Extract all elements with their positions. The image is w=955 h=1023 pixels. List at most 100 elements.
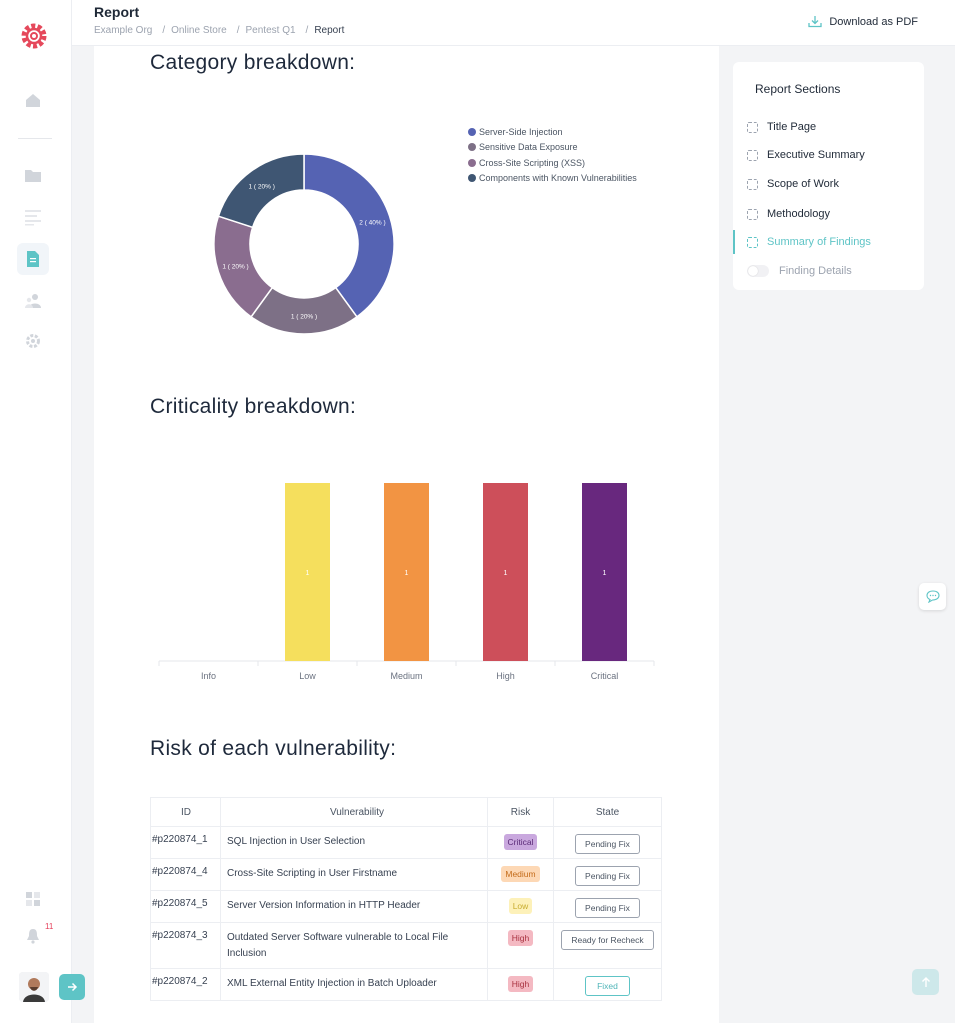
- breadcrumb: Example Org / Online Store / Pentest Q1 …: [94, 25, 344, 36]
- donut-slice-label: 1 ( 20% ): [291, 314, 317, 321]
- finding-id: #p220874_2: [150, 968, 221, 1001]
- finding-name[interactable]: SQL Injection in User Selection: [220, 826, 488, 859]
- breadcrumb-separator: /: [305, 25, 309, 36]
- risk-badge: Medium: [501, 866, 540, 882]
- sidebar-divider: [18, 138, 52, 139]
- breadcrumb-project[interactable]: Online Store: [171, 25, 227, 36]
- users-icon[interactable]: [20, 288, 46, 314]
- bar[interactable]: [285, 483, 330, 661]
- section-title-page[interactable]: Title Page: [747, 121, 816, 133]
- risk-badge: High: [507, 976, 534, 992]
- table-row[interactable]: #p220874_4 Cross-Site Scripting in User …: [150, 858, 662, 891]
- chat-button[interactable]: [919, 583, 946, 610]
- checkbox[interactable]: [747, 149, 758, 161]
- page-title: Report: [94, 4, 140, 20]
- state-button[interactable]: Pending Fix: [575, 866, 640, 886]
- bar[interactable]: [483, 483, 528, 661]
- arrow-up-icon: [921, 977, 930, 987]
- x-tick-label: Info: [201, 671, 216, 681]
- donut-slice-label: 1 ( 20% ): [248, 183, 274, 190]
- donut-slice[interactable]: [217, 153, 305, 229]
- bar[interactable]: [384, 483, 429, 661]
- bell-icon[interactable]: [20, 923, 46, 949]
- breadcrumb-separator: /: [162, 25, 166, 36]
- checkbox[interactable]: [747, 178, 758, 190]
- checkbox[interactable]: [747, 236, 758, 248]
- section-executive-summary[interactable]: Executive Summary: [747, 149, 865, 161]
- bar-value-label: 1: [504, 570, 508, 577]
- folder-icon[interactable]: [20, 162, 46, 188]
- column-header-vulnerability[interactable]: Vulnerability: [220, 797, 488, 827]
- category-donut-chart: 2 ( 40% ) 1 ( 20% ) 1 ( 20% ) 1 ( 20% ): [213, 153, 395, 335]
- settings-icon[interactable]: [20, 328, 46, 354]
- grid-icon[interactable]: [20, 886, 46, 912]
- column-header-risk[interactable]: Risk: [487, 797, 554, 827]
- report-sections-card: Report Sections Title Page Executive Sum…: [733, 62, 924, 290]
- legend-label: Server-Side Injection: [479, 126, 563, 137]
- checkbox[interactable]: [747, 208, 758, 220]
- legend-item[interactable]: Cross-Site Scripting (XSS): [468, 155, 637, 171]
- risk-table-title: Risk of each vulnerability:: [150, 737, 397, 760]
- state-button[interactable]: Fixed: [585, 976, 630, 996]
- logo-gear-icon[interactable]: [17, 19, 51, 53]
- checkbox[interactable]: [747, 121, 758, 133]
- breadcrumb-separator: /: [236, 25, 240, 36]
- report-sections-title: Report Sections: [755, 82, 841, 96]
- risk-badge: Low: [508, 898, 533, 914]
- category-breakdown-title: Category breakdown:: [150, 51, 356, 74]
- state-button[interactable]: Pending Fix: [575, 834, 640, 854]
- state-button[interactable]: Pending Fix: [575, 898, 640, 918]
- breadcrumb-org[interactable]: Example Org: [94, 25, 153, 36]
- bar[interactable]: [582, 483, 627, 661]
- legend-swatch: [468, 174, 476, 183]
- finding-details-toggle[interactable]: [747, 265, 769, 277]
- x-tick-label: High: [496, 671, 515, 681]
- avatar[interactable]: [19, 972, 49, 1002]
- finding-name[interactable]: XML External Entity Injection in Batch U…: [220, 968, 488, 1001]
- sidebar: 11: [0, 0, 85, 1023]
- bar-value-label: 1: [603, 570, 607, 577]
- scroll-to-top-button[interactable]: [912, 969, 939, 995]
- column-header-state[interactable]: State: [553, 797, 662, 827]
- section-methodology[interactable]: Methodology: [747, 208, 830, 220]
- legend-item[interactable]: Server-Side Injection: [468, 124, 637, 140]
- x-tick-label: Low: [299, 671, 316, 681]
- top-header: Report Example Org / Online Store / Pent…: [72, 0, 955, 46]
- table-row[interactable]: #p220874_2 XML External Entity Injection…: [150, 968, 662, 1001]
- risk-badge: High: [507, 930, 534, 946]
- finding-id: #p220874_4: [150, 858, 221, 891]
- expand-sidebar-button[interactable]: [59, 974, 85, 1000]
- finding-details-toggle-row[interactable]: Finding Details: [747, 265, 852, 277]
- legend-item[interactable]: Components with Known Vulnerabilities: [468, 171, 637, 187]
- section-summary-of-findings[interactable]: Summary of Findings: [747, 236, 871, 248]
- vulnerability-table: ID Vulnerability Risk State #p220874_1 S…: [150, 797, 662, 1001]
- notification-count: 11: [45, 922, 54, 931]
- breadcrumb-pentest[interactable]: Pentest Q1: [245, 25, 296, 36]
- risk-badge: Critical: [503, 834, 538, 850]
- legend-label: Cross-Site Scripting (XSS): [479, 157, 586, 168]
- finding-name[interactable]: Server Version Information in HTTP Heade…: [220, 890, 488, 923]
- list-icon[interactable]: [20, 204, 46, 230]
- report-icon[interactable]: [17, 243, 49, 275]
- finding-name[interactable]: Outdated Server Software vulnerable to L…: [220, 922, 488, 969]
- section-scope-of-work[interactable]: Scope of Work: [747, 178, 839, 190]
- download-icon: [808, 16, 822, 28]
- x-tick-label: Critical: [591, 671, 619, 681]
- legend-label: Components with Known Vulnerabilities: [479, 173, 637, 184]
- breadcrumb-current: Report: [314, 25, 345, 36]
- donut-slice-label: 2 ( 40% ): [359, 219, 385, 226]
- table-row[interactable]: #p220874_1 SQL Injection in User Selecti…: [150, 826, 662, 859]
- finding-name[interactable]: Cross-Site Scripting in User Firstname: [220, 858, 488, 891]
- download-pdf-button[interactable]: Download as PDF: [808, 15, 918, 28]
- table-row[interactable]: #p220874_5 Server Version Information in…: [150, 890, 662, 923]
- table-row[interactable]: #p220874_3 Outdated Server Software vuln…: [150, 922, 662, 969]
- download-pdf-label: Download as PDF: [829, 15, 918, 28]
- column-header-id[interactable]: ID: [150, 797, 221, 827]
- donut-slice[interactable]: [303, 153, 395, 318]
- legend-swatch: [468, 143, 476, 152]
- home-icon[interactable]: [20, 87, 46, 113]
- legend-item[interactable]: Sensitive Data Exposure: [468, 140, 637, 156]
- chat-bubble-icon: [925, 590, 940, 603]
- category-legend: Server-Side Injection Sensitive Data Expo…: [468, 124, 637, 186]
- state-button[interactable]: Ready for Recheck: [561, 930, 654, 950]
